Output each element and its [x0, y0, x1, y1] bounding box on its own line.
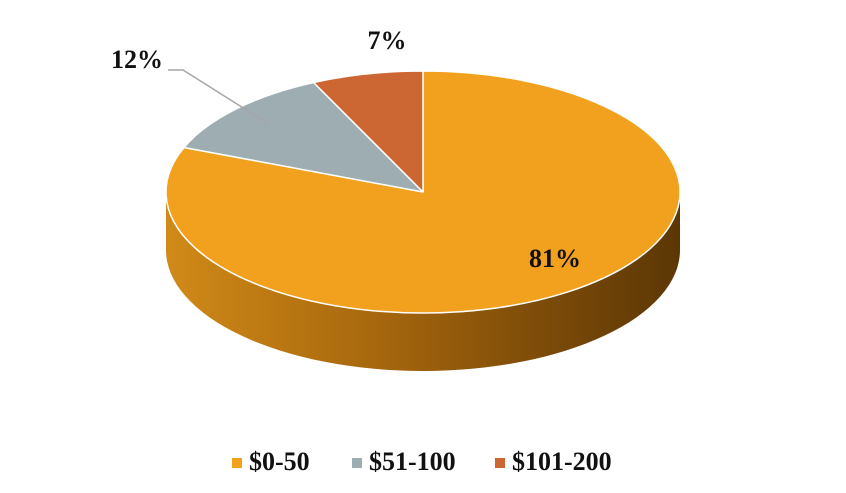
legend-swatch — [352, 458, 362, 468]
pie-side-wall — [166, 192, 680, 371]
legend-item-101-200: $101-200 — [495, 447, 612, 476]
legend-item-0-50: $0-50 — [232, 447, 310, 476]
legend-swatch — [232, 458, 242, 468]
pie-slice-51-100 — [183, 81, 424, 193]
pie-slice-101-200 — [312, 70, 424, 193]
legend-label: $0-50 — [249, 447, 310, 476]
data-label-51-100: 12% — [111, 45, 163, 74]
data-label-101-200: 7% — [368, 26, 407, 55]
legend-label: $51-100 — [369, 447, 456, 476]
legend-swatch — [495, 458, 505, 468]
legend-label: $101-200 — [512, 447, 612, 476]
pie-body — [165, 70, 681, 371]
data-labels: 81% 12% 7% — [111, 26, 581, 273]
legend-item-51-100: $51-100 — [352, 447, 456, 476]
data-label-0-50: 81% — [529, 244, 581, 273]
legend: $0-50 $51-100 $101-200 — [232, 447, 612, 476]
leader-line — [168, 69, 268, 124]
